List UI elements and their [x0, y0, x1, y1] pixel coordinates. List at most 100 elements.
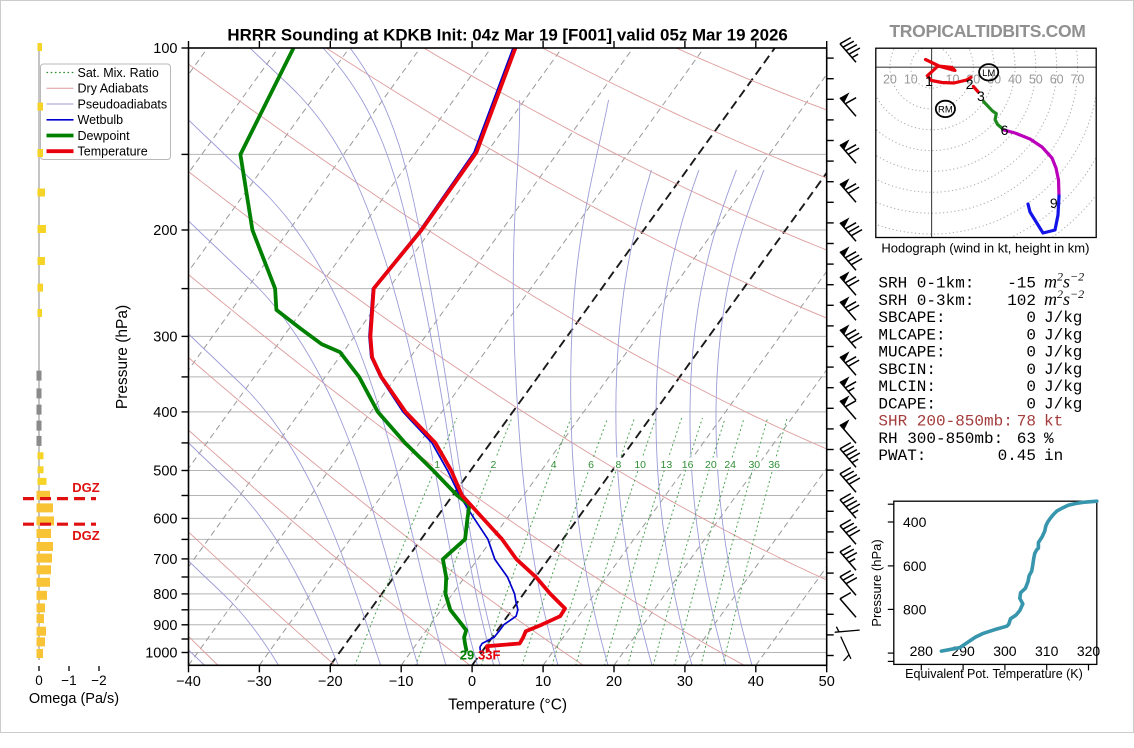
svg-text:13: 13	[661, 459, 673, 471]
svg-text:−1: −1	[61, 673, 76, 688]
svg-text:kt: kt	[1044, 413, 1063, 431]
svg-text:600: 600	[903, 558, 927, 574]
svg-text:J/kg: J/kg	[1044, 378, 1082, 396]
svg-text:J/kg: J/kg	[1044, 326, 1082, 344]
svg-text:9: 9	[1050, 195, 1058, 211]
svg-text:600: 600	[153, 511, 177, 527]
svg-text:500: 500	[153, 464, 177, 480]
svg-text:1: 1	[434, 459, 440, 471]
svg-text:29: 29	[460, 648, 474, 663]
svg-text:SRH 0-1km:: SRH 0-1km:	[878, 275, 974, 293]
svg-text:MLCIN:: MLCIN:	[878, 378, 936, 396]
svg-text:2: 2	[966, 76, 974, 92]
svg-text:PWAT:: PWAT:	[878, 447, 926, 465]
svg-text:%: %	[1044, 430, 1054, 448]
svg-text:0: 0	[1026, 378, 1036, 396]
svg-text:Pressure (hPa): Pressure (hPa)	[869, 539, 884, 626]
svg-text:Wetbulb: Wetbulb	[78, 113, 124, 127]
svg-text:DCAPE:: DCAPE:	[878, 395, 936, 413]
svg-text:100: 100	[153, 41, 177, 57]
svg-text:MLCAPE:: MLCAPE:	[878, 326, 945, 344]
svg-text:HRRR Sounding at KDKB Init: 04: HRRR Sounding at KDKB Init: 04z Mar 19 […	[227, 26, 787, 45]
svg-text:4: 4	[551, 459, 557, 471]
svg-text:Pressure (hPa): Pressure (hPa)	[114, 305, 131, 409]
svg-text:40: 40	[748, 674, 764, 690]
svg-text:800: 800	[903, 601, 927, 617]
svg-text:60: 60	[1050, 73, 1064, 87]
svg-text:800: 800	[153, 587, 177, 603]
svg-text:30: 30	[748, 459, 760, 471]
svg-text:Hodograph (wind in kt, height: Hodograph (wind in kt, height in km)	[881, 241, 1089, 256]
svg-text:J/kg: J/kg	[1044, 344, 1082, 362]
svg-text:0.45: 0.45	[998, 447, 1036, 465]
svg-text:20: 20	[966, 73, 980, 87]
svg-text:RM: RM	[938, 104, 953, 115]
svg-text:30: 30	[677, 674, 693, 690]
svg-text:280: 280	[910, 643, 934, 659]
svg-text:700: 700	[153, 552, 177, 568]
svg-text:400: 400	[153, 405, 177, 421]
svg-text:20: 20	[705, 459, 717, 471]
svg-text:70: 70	[1071, 73, 1085, 87]
svg-text:10: 10	[535, 674, 551, 690]
svg-text:40: 40	[1008, 73, 1022, 87]
svg-text:TROPICALTIDBITS.COM: TROPICALTIDBITS.COM	[889, 21, 1085, 41]
svg-text:SBCIN:: SBCIN:	[878, 361, 936, 379]
svg-text:102: 102	[1007, 292, 1036, 310]
svg-text:Pseudoadiabats: Pseudoadiabats	[78, 97, 168, 111]
svg-text:−10: −10	[389, 674, 414, 690]
svg-text:2: 2	[490, 459, 496, 471]
svg-text:50: 50	[819, 674, 835, 690]
svg-text:Equivalent Pot. Temperature (K: Equivalent Pot. Temperature (K)	[905, 667, 1083, 681]
svg-text:320: 320	[1077, 643, 1101, 659]
svg-text:−2: −2	[91, 673, 106, 688]
svg-text:Sat. Mix. Ratio: Sat. Mix. Ratio	[78, 66, 159, 80]
svg-text:J/kg: J/kg	[1044, 395, 1082, 413]
svg-text:LM: LM	[982, 68, 995, 79]
svg-text:6: 6	[1001, 122, 1009, 138]
svg-text:20: 20	[883, 73, 897, 87]
svg-text:1: 1	[925, 73, 933, 89]
svg-text:1000: 1000	[145, 646, 177, 662]
svg-text:0: 0	[1026, 309, 1036, 327]
svg-text:24: 24	[724, 459, 736, 471]
svg-text:Temperature (°C): Temperature (°C)	[448, 696, 567, 713]
svg-text:400: 400	[903, 514, 927, 530]
svg-text:6: 6	[588, 459, 594, 471]
svg-text:0: 0	[468, 674, 476, 690]
svg-text:63: 63	[1017, 430, 1036, 448]
svg-text:MUCAPE:: MUCAPE:	[878, 344, 945, 362]
svg-text:SRH 0-3km:: SRH 0-3km:	[878, 292, 974, 310]
svg-text:900: 900	[153, 618, 177, 634]
svg-text:RH 300-850mb:: RH 300-850mb:	[878, 430, 1003, 448]
svg-text:50: 50	[1029, 73, 1043, 87]
svg-text:8: 8	[615, 459, 621, 471]
svg-text:33F: 33F	[478, 648, 500, 663]
svg-text:36: 36	[768, 459, 780, 471]
svg-text:SBCAPE:: SBCAPE:	[878, 309, 945, 327]
svg-text:0: 0	[1026, 326, 1036, 344]
svg-text:DGZ: DGZ	[72, 528, 100, 543]
svg-text:-15: -15	[1007, 275, 1036, 293]
svg-text:in: in	[1044, 447, 1063, 465]
svg-text:0: 0	[1026, 361, 1036, 379]
svg-text:20: 20	[606, 674, 622, 690]
svg-text:10: 10	[634, 459, 646, 471]
svg-text:Dewpoint: Dewpoint	[78, 129, 131, 143]
svg-text:−20: −20	[318, 674, 343, 690]
svg-text:3: 3	[977, 88, 985, 104]
svg-text:J/kg: J/kg	[1044, 361, 1082, 379]
svg-text:−40: −40	[176, 674, 201, 690]
svg-text:−30: −30	[247, 674, 272, 690]
svg-text:Dry Adiabats: Dry Adiabats	[78, 82, 149, 96]
svg-text:Omega (Pa/s): Omega (Pa/s)	[29, 691, 119, 707]
svg-text:300: 300	[153, 329, 177, 345]
svg-text:DGZ: DGZ	[72, 480, 100, 495]
svg-text:78: 78	[1017, 413, 1036, 431]
svg-text:J/kg: J/kg	[1044, 309, 1082, 327]
svg-text:10: 10	[904, 73, 918, 87]
svg-text:SHR 200-850mb:: SHR 200-850mb:	[878, 413, 1012, 431]
svg-text:200: 200	[153, 223, 177, 239]
svg-text:0: 0	[1026, 395, 1036, 413]
svg-text:0: 0	[1026, 344, 1036, 362]
